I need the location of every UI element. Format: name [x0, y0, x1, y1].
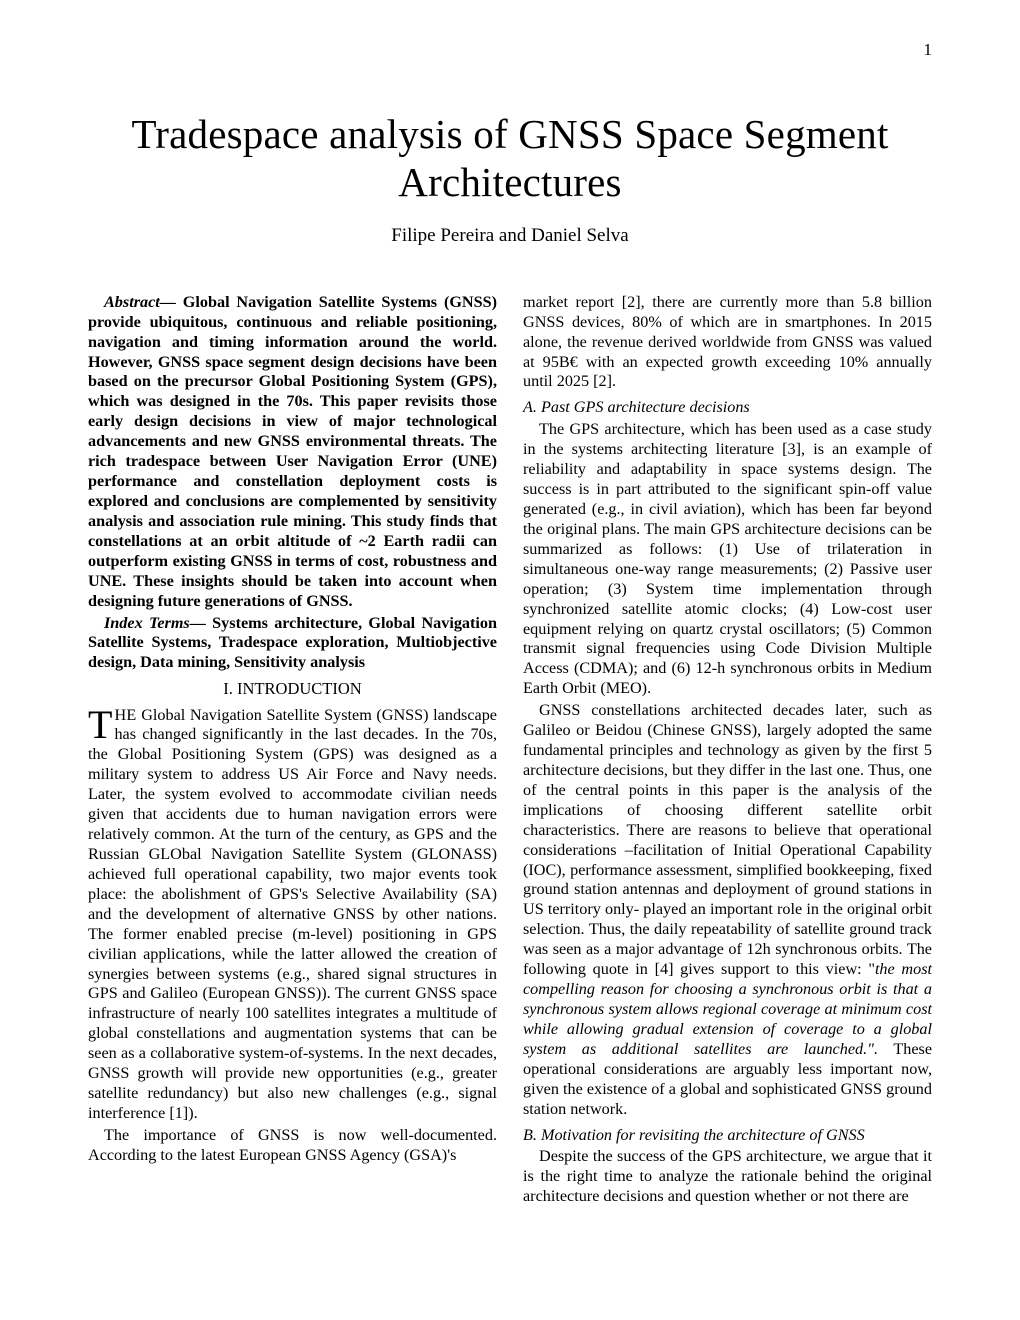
subheading-b: B. Motivation for revisiting the archite…: [523, 1126, 932, 1146]
two-column-body: Abstract— Global Navigation Satellite Sy…: [88, 293, 932, 1209]
abstract-label: Abstract—: [104, 293, 183, 311]
abstract-text: Global Navigation Satellite Systems (GNS…: [88, 293, 497, 610]
dropcap-letter: T: [88, 706, 114, 742]
index-terms-paragraph: Index Terms— Systems architecture, Globa…: [88, 614, 497, 674]
page-number: 1: [924, 40, 933, 60]
section-heading-introduction: I. INTRODUCTION: [88, 679, 497, 699]
intro-smallcaps: HE: [114, 706, 136, 724]
intro-paragraph-1: THE Global Navigation Satellite System (…: [88, 706, 497, 1124]
page: 1 Tradespace analysis of GNSS Space Segm…: [0, 0, 1020, 1320]
subheading-a: A. Past GPS architecture decisions: [523, 398, 932, 418]
col2-paragraph-1: market report [2], there are currently m…: [523, 293, 932, 393]
paper-title: Tradespace analysis of GNSS Space Segmen…: [88, 110, 932, 207]
abstract-paragraph: Abstract— Global Navigation Satellite Sy…: [88, 293, 497, 612]
col2-a-paragraph-1: The GPS architecture, which has been use…: [523, 420, 932, 699]
title-line-1: Tradespace analysis of GNSS Space Segmen…: [131, 111, 888, 157]
intro-p1-rest: Global Navigation Satellite System (GNSS…: [88, 706, 497, 1122]
title-line-2: Architectures: [398, 159, 621, 205]
intro-paragraph-2: The importance of GNSS is now well-docum…: [88, 1126, 497, 1166]
a-p2-pre: GNSS constellations architected decades …: [523, 701, 932, 978]
index-terms-label: Index Terms—: [104, 614, 212, 632]
authors-line: Filipe Pereira and Daniel Selva: [88, 225, 932, 247]
col2-b-paragraph-1: Despite the success of the GPS architect…: [523, 1147, 932, 1207]
col2-a-paragraph-2: GNSS constellations architected decades …: [523, 701, 932, 1119]
